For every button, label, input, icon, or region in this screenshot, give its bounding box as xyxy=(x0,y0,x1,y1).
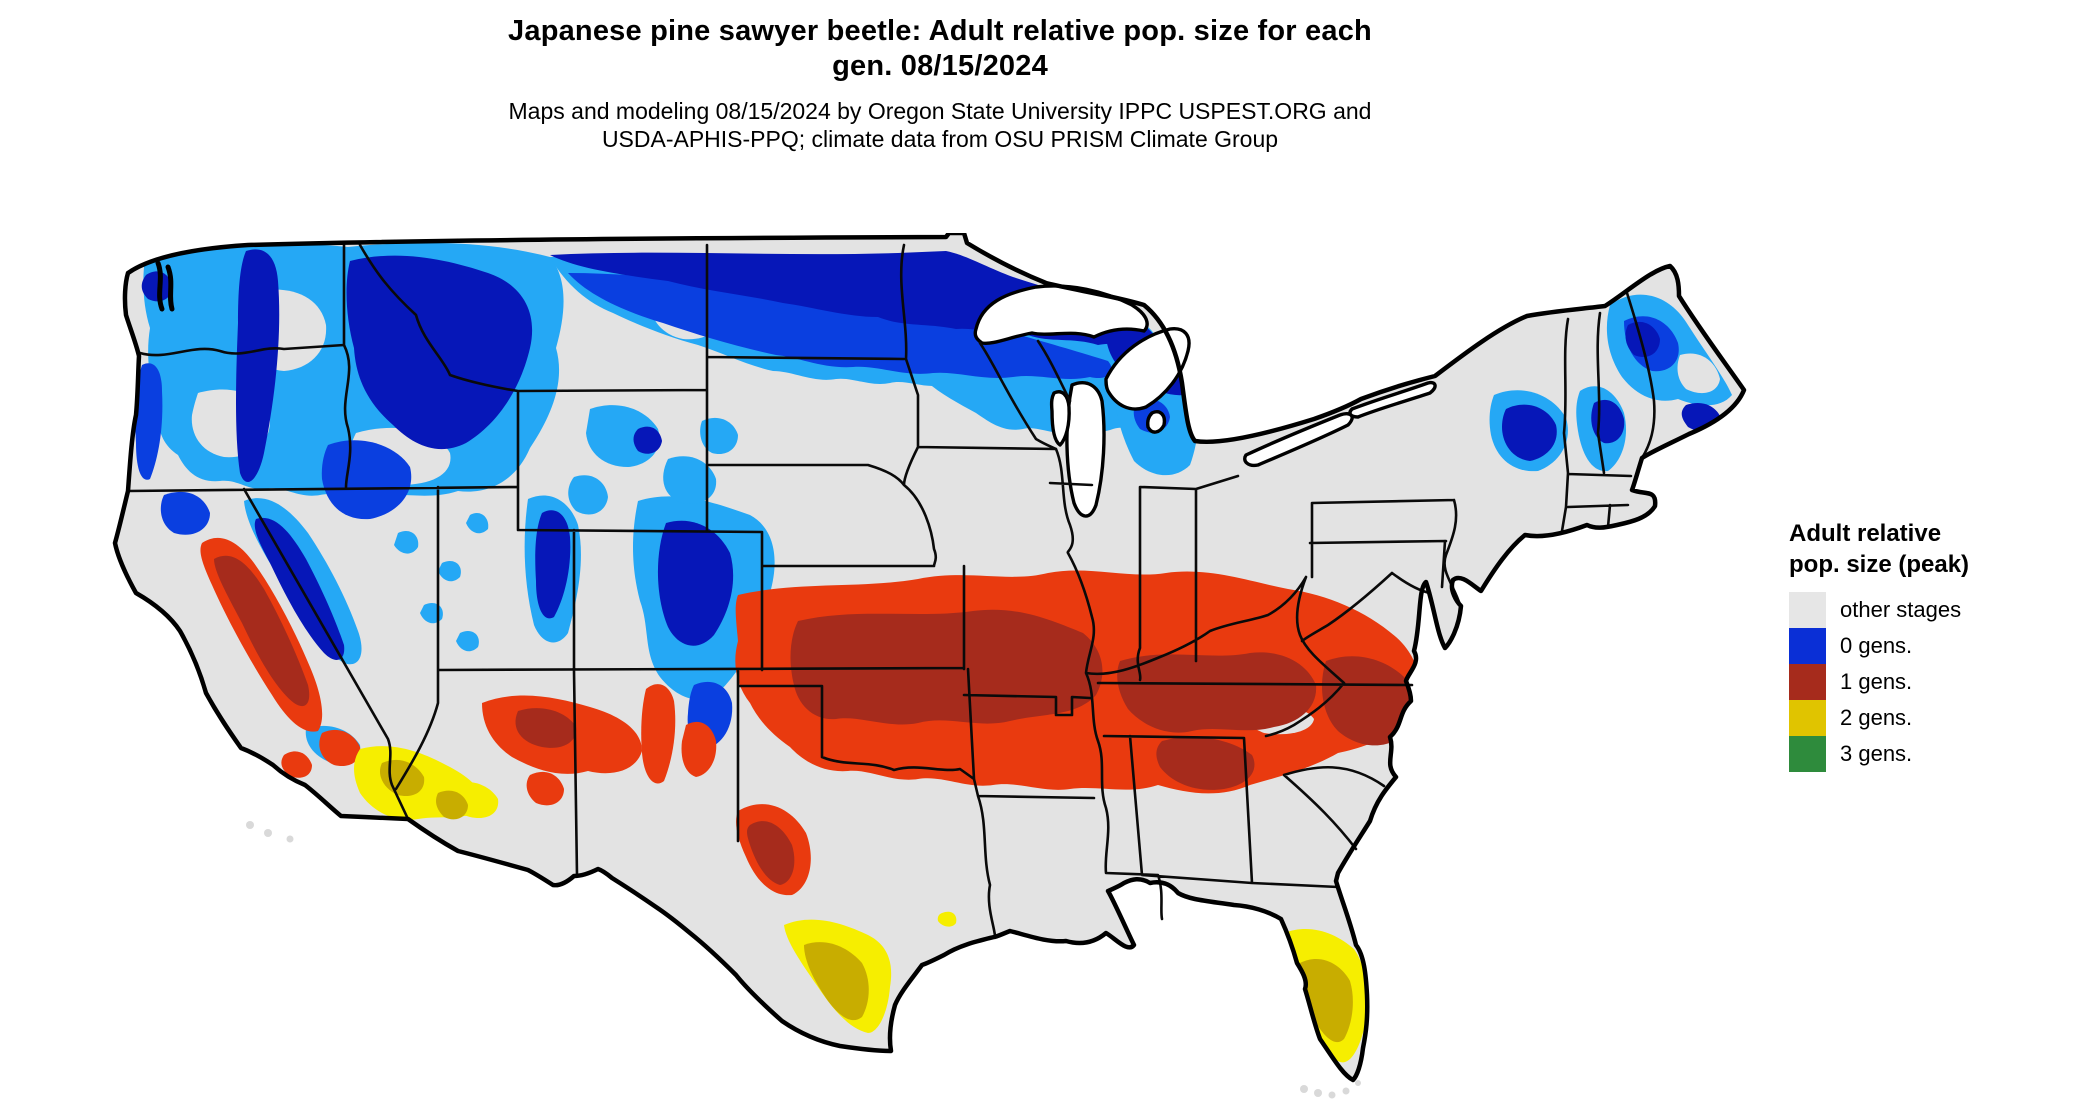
legend-row-other-stages: other stages xyxy=(1789,592,2069,628)
legend-row-3-gens: 3 gens. xyxy=(1789,736,2069,772)
legend-row-1-gens: 1 gens. xyxy=(1789,664,2069,700)
legend-swatch-other-stages xyxy=(1789,592,1826,628)
map-attribution: Maps and modeling 08/15/2024 by Oregon S… xyxy=(0,97,1880,153)
great-lakes xyxy=(973,284,1437,518)
lake-huron xyxy=(1104,327,1191,411)
state-borders xyxy=(126,243,1656,938)
us-map-svg xyxy=(112,233,1747,1099)
legend-swatch-2-gens xyxy=(1789,700,1826,736)
legend-swatch-0-gens xyxy=(1789,628,1826,664)
conus-outline xyxy=(112,233,1747,1083)
saginaw-bay xyxy=(1146,410,1167,434)
map-legend: Adult relative pop. size (peak) other st… xyxy=(1789,518,2069,772)
map-subtitle-line2: USDA-APHIS-PPQ; climate data from OSU PR… xyxy=(601,126,1279,152)
lake-erie xyxy=(1243,412,1354,468)
legend-label-3-gens: 3 gens. xyxy=(1840,741,1913,766)
legend-label-other-stages: other stages xyxy=(1840,597,1962,622)
us-choropleth-map xyxy=(98,233,1748,1113)
map-title-line1: Japanese pine sawyer beetle: Adult relat… xyxy=(508,15,1372,47)
lake-michigan xyxy=(1065,381,1106,518)
puget-sound-inlets xyxy=(155,260,175,312)
legend-swatch-3-gens xyxy=(1789,736,1826,772)
legend-swatch-1-gens xyxy=(1789,664,1826,700)
legend-label-2-gens: 2 gens. xyxy=(1840,705,1913,730)
legend-items: other stages 0 gens. 1 gens. 2 gens. 3 g… xyxy=(1789,592,2069,772)
map-header: Japanese pine sawyer beetle: Adult relat… xyxy=(0,14,1880,153)
legend-title: Adult relative pop. size (peak) xyxy=(1789,520,1970,578)
legend-label-0-gens: 0 gens. xyxy=(1840,633,1913,658)
lake-superior xyxy=(973,284,1149,346)
legend-row-2-gens: 2 gens. xyxy=(1789,700,2069,736)
map-title-line2: gen. 08/15/2024 xyxy=(832,50,1048,82)
islands-and-keys xyxy=(246,821,1361,1099)
lake-ontario xyxy=(1348,380,1437,419)
legend-label-1-gens: 1 gens. xyxy=(1840,669,1913,694)
map-subtitle-line1: Maps and modeling 08/15/2024 by Oregon S… xyxy=(508,98,1372,124)
legend-row-0-gens: 0 gens. xyxy=(1789,628,2069,664)
green-bay xyxy=(1049,390,1071,447)
